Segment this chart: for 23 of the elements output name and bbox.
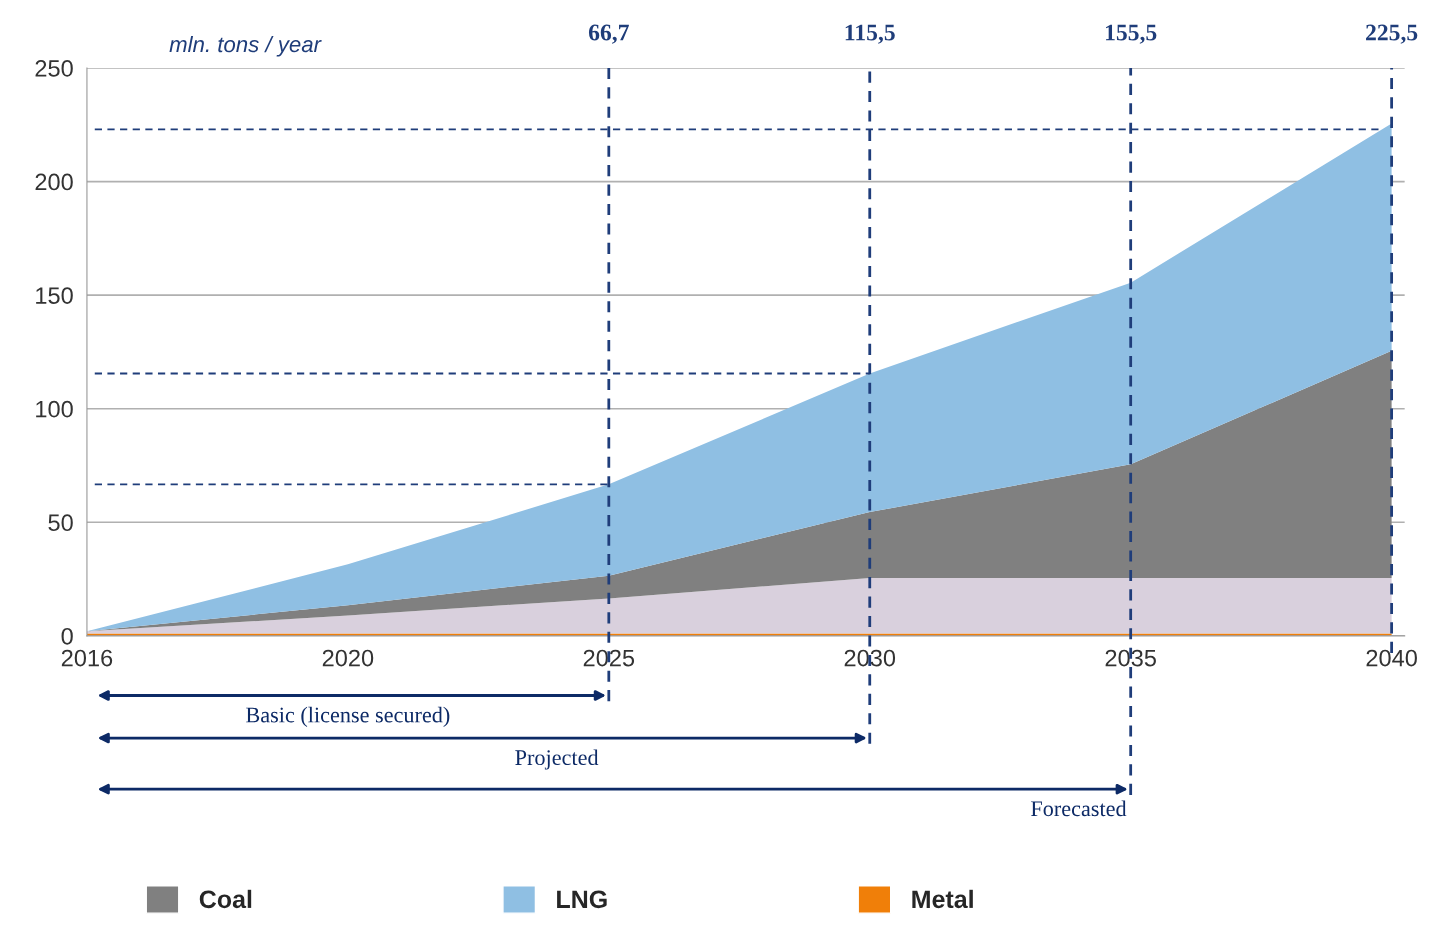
x-tick-label: 2030 — [844, 649, 896, 667]
y-tick-label: 0 — [61, 627, 73, 645]
text: Projected — [515, 749, 599, 770]
y-tick-label: 250 — [35, 60, 73, 77]
legend-label: LNG — [557, 890, 607, 909]
x-tick-label: 2025 — [583, 649, 635, 667]
ref-line-label: 225,5 — [1366, 24, 1418, 44]
text: Basic (license secured) — [246, 706, 450, 728]
y-axis-title: mln. tons / year — [169, 35, 322, 57]
y-tick-label: 150 — [36, 287, 73, 304]
x-tick-label: 2035 — [1105, 649, 1156, 667]
ref-line-label: 115,5 — [845, 24, 895, 44]
y-tick-label: 200 — [35, 173, 73, 191]
legend-label: Metal — [912, 889, 973, 909]
text: Forecasted — [1031, 800, 1127, 817]
x-tick-label: 2020 — [322, 649, 374, 667]
y-tick-label: 50 — [48, 514, 73, 532]
x-tick-label: 2040 — [1366, 649, 1417, 667]
legend-label: Coal — [199, 889, 252, 909]
y-tick-label: 100 — [36, 400, 73, 418]
x-tick-label: 2016 — [61, 649, 113, 667]
ref-line-label: 66,7 — [588, 24, 629, 44]
ref-line-label: 155,5 — [1106, 24, 1157, 44]
